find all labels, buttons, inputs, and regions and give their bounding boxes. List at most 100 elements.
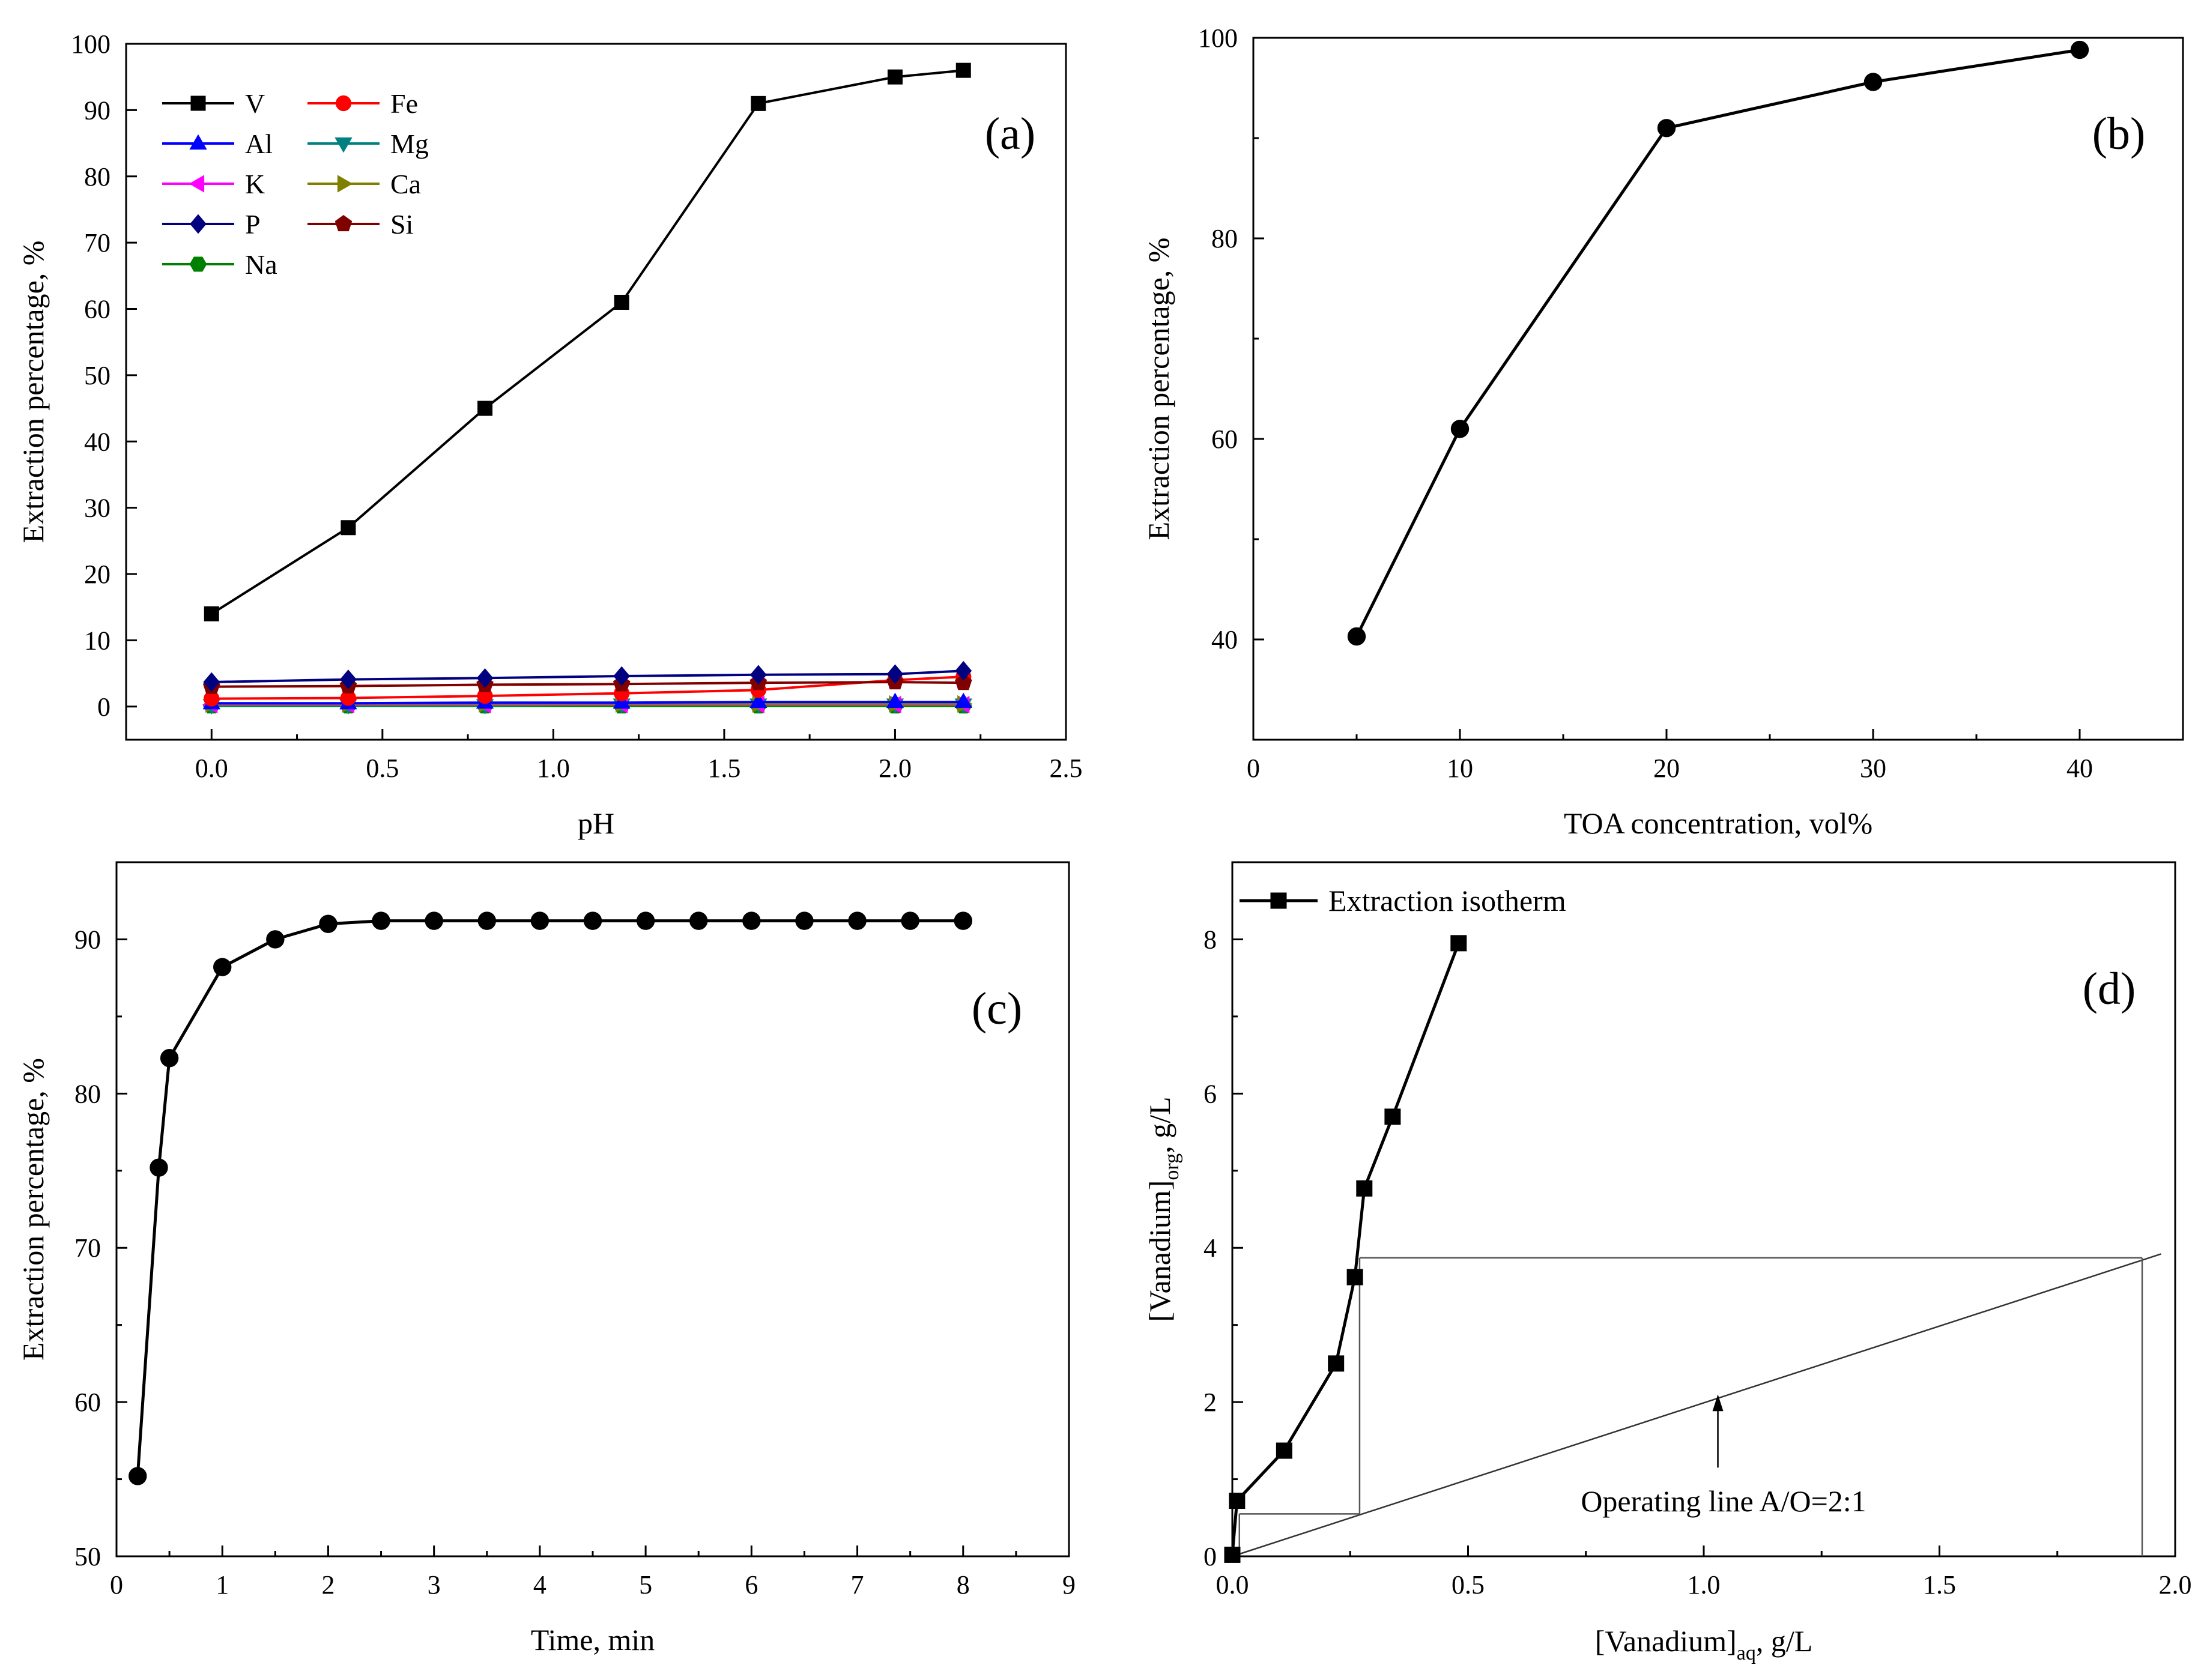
legend-marker-v <box>190 95 206 111</box>
series-time-point <box>530 911 549 930</box>
series-al-point <box>749 692 767 709</box>
series-time-point <box>213 958 232 976</box>
x-tick-label: 1.5 <box>707 754 740 783</box>
series-isotherm-point <box>1356 1180 1373 1197</box>
y-axis-title: Extraction percentage, % <box>16 241 50 543</box>
series-time-point <box>636 911 655 930</box>
panel-d: 0.0 0.5 1.0 1.5 2.0 0 2 4 6 8 Operating line A/O=2… <box>1143 861 2192 1664</box>
series-time-point <box>425 911 443 930</box>
annotation-text: Operating line A/O=2:1 <box>1581 1484 1866 1518</box>
x-tick-label: 0.0 <box>1216 1570 1249 1600</box>
x-tick-label: 1.0 <box>537 754 570 783</box>
series-toa-point <box>1863 73 1883 91</box>
series-toa-point <box>1450 420 1470 438</box>
x-tick-label: 0.5 <box>1452 1570 1485 1600</box>
x-axis-title: pH <box>578 806 614 840</box>
legend-label-isotherm: Extraction isotherm <box>1328 884 1566 917</box>
x-tick-label: 5 <box>639 1570 652 1600</box>
x-axis-title: [Vanadium]aq, g/L <box>1595 1624 1813 1664</box>
x-tick-label: 0 <box>110 1570 123 1600</box>
x-tick-label: 3 <box>428 1570 441 1600</box>
x-tick-label: 4 <box>533 1570 546 1600</box>
y-tick-label: 90 <box>74 925 101 954</box>
x-tick-label: 2.5 <box>1050 754 1083 783</box>
series-time-point <box>150 1158 168 1177</box>
series-isotherm-point <box>1346 1269 1363 1286</box>
series-time-point <box>901 911 919 930</box>
series-v-point <box>955 62 971 78</box>
series-p-point <box>886 664 904 684</box>
series-v-point <box>751 95 766 111</box>
y-tick-label: 40 <box>1211 625 1238 654</box>
series-al-point <box>954 692 972 709</box>
series-time-point <box>742 911 761 930</box>
legend-marker-si <box>335 214 353 232</box>
series-time-point <box>160 1049 179 1068</box>
series-al-point <box>886 692 904 709</box>
series-isotherm-point <box>1224 1546 1241 1563</box>
y-tick-label: 0 <box>1203 1542 1217 1571</box>
x-tick-label: 0 <box>1247 754 1260 783</box>
x-tick-label: 30 <box>1860 754 1886 783</box>
series-v-point <box>341 520 356 536</box>
series-time-point <box>583 911 602 930</box>
legend-label-p: P <box>245 209 261 240</box>
x-tick-label: 2 <box>321 1570 335 1600</box>
series-time-point <box>477 911 496 930</box>
series-time-point <box>954 911 972 930</box>
series-time-point <box>319 914 338 933</box>
x-axis-title: TOA concentration, vol% <box>1564 806 1872 840</box>
y-tick-label: 60 <box>84 295 111 324</box>
legend-marker-fe <box>335 95 352 112</box>
x-axis-title: Time, min <box>531 1623 655 1657</box>
plot-frame <box>125 43 1067 741</box>
y-axis-title: Extraction percentage, % <box>1142 238 1175 540</box>
legend: V Fe Al Mg K Ca P Si Na <box>162 88 429 280</box>
x-tick-label: 6 <box>745 1570 758 1600</box>
y-axis-title: [Vanadium]org, g/L <box>1143 1096 1183 1322</box>
y-tick-label: 60 <box>74 1388 101 1417</box>
series-p-point <box>476 668 494 688</box>
y-tick-label: 50 <box>74 1542 101 1571</box>
series-isotherm-point <box>1229 1493 1246 1509</box>
legend-label-fe: Fe <box>390 88 418 119</box>
x-tick-label: 40 <box>2066 754 2093 783</box>
panel-label-d: (d) <box>2083 964 2136 1014</box>
series-isotherm-point <box>1276 1442 1292 1459</box>
legend-label-na: Na <box>245 249 277 280</box>
series-al-line <box>211 701 964 705</box>
panel-c: 0 1 2 3 4 5 6 7 8 9 50 60 70 80 90 (c) Time, min Extracti… <box>16 861 1076 1657</box>
y-tick-label: 6 <box>1203 1079 1217 1108</box>
panel-label-a: (a) <box>985 109 1035 159</box>
operating-line <box>1232 1253 2161 1558</box>
y-tick-label: 4 <box>1203 1233 1217 1263</box>
series-time-point <box>129 1467 147 1485</box>
series-v-point <box>614 294 629 310</box>
legend-marker-k <box>189 175 205 193</box>
panel-b: 0 10 20 30 40 40 60 80 100 (b) TOA concentration, … <box>1142 23 2184 840</box>
x-tick-label: 2.0 <box>879 754 912 783</box>
legend-label-al: Al <box>245 128 273 159</box>
series-isotherm-point <box>1328 1355 1345 1372</box>
legend-marker-na <box>189 256 207 272</box>
legend-marker-isotherm <box>1270 892 1287 909</box>
legend-label-v: V <box>245 88 265 119</box>
series-isotherm-line <box>1231 943 1461 1555</box>
legend-marker-p <box>190 214 207 234</box>
y-tick-label: 100 <box>71 29 111 59</box>
series-isotherm-point <box>1450 935 1467 952</box>
y-tick-label: 60 <box>1211 425 1238 454</box>
series-p-point <box>613 666 631 686</box>
x-tick-label: 9 <box>1062 1570 1076 1600</box>
y-tick-label: 70 <box>84 228 111 258</box>
y-tick-label: 90 <box>84 95 111 125</box>
series-toa-point <box>1657 119 1676 137</box>
y-tick-label: 80 <box>1211 224 1238 253</box>
y-tick-label: 0 <box>97 692 111 722</box>
y-tick-label: 50 <box>84 361 111 390</box>
series-time-point <box>266 930 285 949</box>
panel-label-c: (c) <box>972 984 1022 1034</box>
series-p-point <box>955 660 972 681</box>
y-axis-title: Extraction percentage, % <box>16 1058 50 1361</box>
